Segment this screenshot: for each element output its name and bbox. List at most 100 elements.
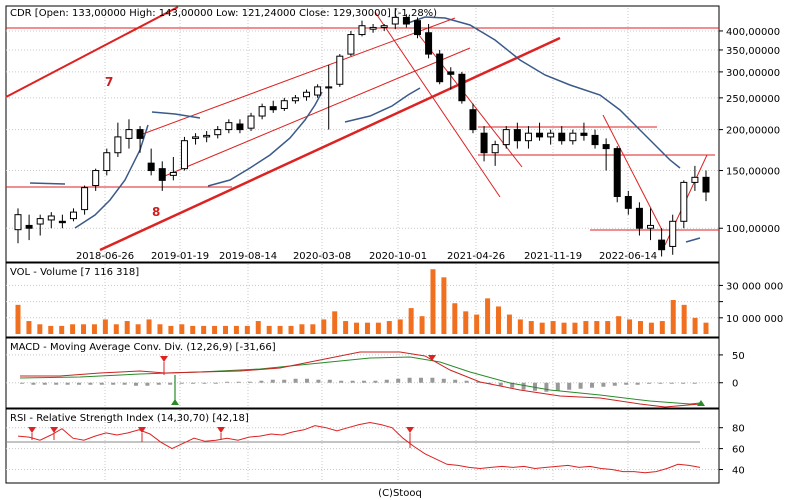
volume-panel [5, 262, 720, 338]
y-tick-label: 300,00000 [726, 68, 780, 79]
macd-hist-bar [327, 379, 332, 383]
down-channel-1 [374, 11, 501, 198]
volume-bar [113, 324, 119, 334]
candle [81, 185, 89, 215]
volume-bar [463, 311, 469, 334]
candle [314, 84, 322, 98]
candle [569, 129, 577, 145]
volume-bar [124, 321, 130, 334]
volume-bar [332, 311, 338, 334]
volume-bar [583, 321, 589, 334]
volume-title: VOL - Volume [7 116 318] [10, 267, 139, 278]
rsi-marker-icon [28, 427, 36, 433]
candle [180, 136, 188, 171]
macd-panel [5, 337, 720, 409]
annotation-8: 8 [152, 205, 160, 219]
candle [425, 24, 433, 59]
candle [247, 112, 255, 132]
macd-hist-bar [305, 378, 309, 383]
candle [513, 122, 521, 149]
price-candles [14, 8, 710, 257]
candle [258, 103, 266, 120]
candle [236, 119, 244, 134]
candle [469, 103, 477, 134]
macd-hist-bar [179, 382, 184, 384]
buy-marker-icon [697, 400, 705, 406]
volume-bar [528, 321, 534, 334]
x-tick-label: 2021-11-19 [524, 251, 582, 262]
macd-hist-bar [156, 382, 161, 385]
candle [58, 214, 66, 229]
macd-hist-bar [510, 382, 515, 388]
volume-bar [561, 322, 567, 334]
macd-tick-label: 0 [732, 379, 738, 390]
volume-bar [506, 314, 512, 334]
volume-tick-label: 30 000 000 [726, 281, 783, 292]
candle [502, 126, 510, 149]
candle [125, 119, 133, 149]
candle [325, 64, 333, 130]
macd-hist-bar [635, 382, 640, 385]
candle [14, 208, 22, 244]
macd-hist-bar [624, 382, 629, 385]
macd-hist-bar [213, 382, 218, 384]
volume-bar [648, 322, 654, 334]
y-tick-label: 250,00000 [726, 94, 780, 105]
x-tick-label: 2022-06-14 [599, 251, 657, 262]
candle [558, 126, 566, 145]
macd-hist-bar [31, 382, 36, 385]
macd-hist-bar [134, 382, 138, 386]
candle [269, 100, 277, 113]
volume-bar [233, 325, 239, 334]
macd-hist-bar [555, 382, 560, 391]
sell-marker-icon [428, 355, 436, 361]
macd-hist-bar [270, 379, 275, 383]
candle [25, 214, 33, 241]
moving-average-line [29, 16, 701, 243]
volume-bar [659, 321, 665, 334]
candle [369, 24, 377, 33]
main-support-line [99, 36, 561, 252]
macd-hist-bar [99, 382, 104, 385]
volume-bar [572, 322, 578, 334]
volume-bar [212, 325, 218, 334]
candle [580, 122, 588, 141]
macd-hist-bar [65, 382, 70, 385]
rsi-marker-icon [217, 427, 225, 433]
volume-bars [15, 269, 709, 334]
volume-bar [59, 325, 65, 334]
macd-signal-line [19, 356, 701, 405]
volume-bar [255, 321, 261, 334]
macd-hist-bar [20, 382, 24, 384]
rsi-panel [5, 408, 720, 484]
macd-hist-bar [590, 382, 594, 388]
volume-bar [102, 319, 108, 334]
candle [336, 54, 344, 87]
volume-bar [244, 325, 250, 334]
candle [658, 228, 666, 257]
macd-hist-bar [533, 382, 537, 391]
candle [136, 126, 144, 153]
macd-hist-bar [612, 382, 617, 386]
macd-title: MACD - Moving Average Conv. Div. (12,26,… [10, 342, 276, 353]
macd-hist-bar [282, 379, 287, 383]
volume-bar [364, 322, 370, 334]
volume-bar [692, 317, 698, 334]
volume-bar [15, 304, 21, 334]
macd-hist-bar [487, 382, 492, 384]
volume-bar [419, 316, 425, 334]
macd-hist-bar [248, 381, 252, 383]
volume-bar [354, 322, 360, 334]
volume-bar [703, 322, 709, 334]
macd-hist-bar [236, 381, 241, 383]
rsi-tick-label: 60 [732, 445, 745, 456]
macd-hist-bar [316, 379, 321, 383]
candle [280, 97, 288, 111]
macd-hist-bar [498, 382, 503, 386]
macd-hist-bar [658, 382, 663, 384]
volume-bar [681, 304, 687, 334]
candle [114, 122, 122, 157]
candle [613, 146, 621, 203]
macd-hist-bar [293, 378, 298, 383]
macd-hist-bar [464, 380, 469, 383]
